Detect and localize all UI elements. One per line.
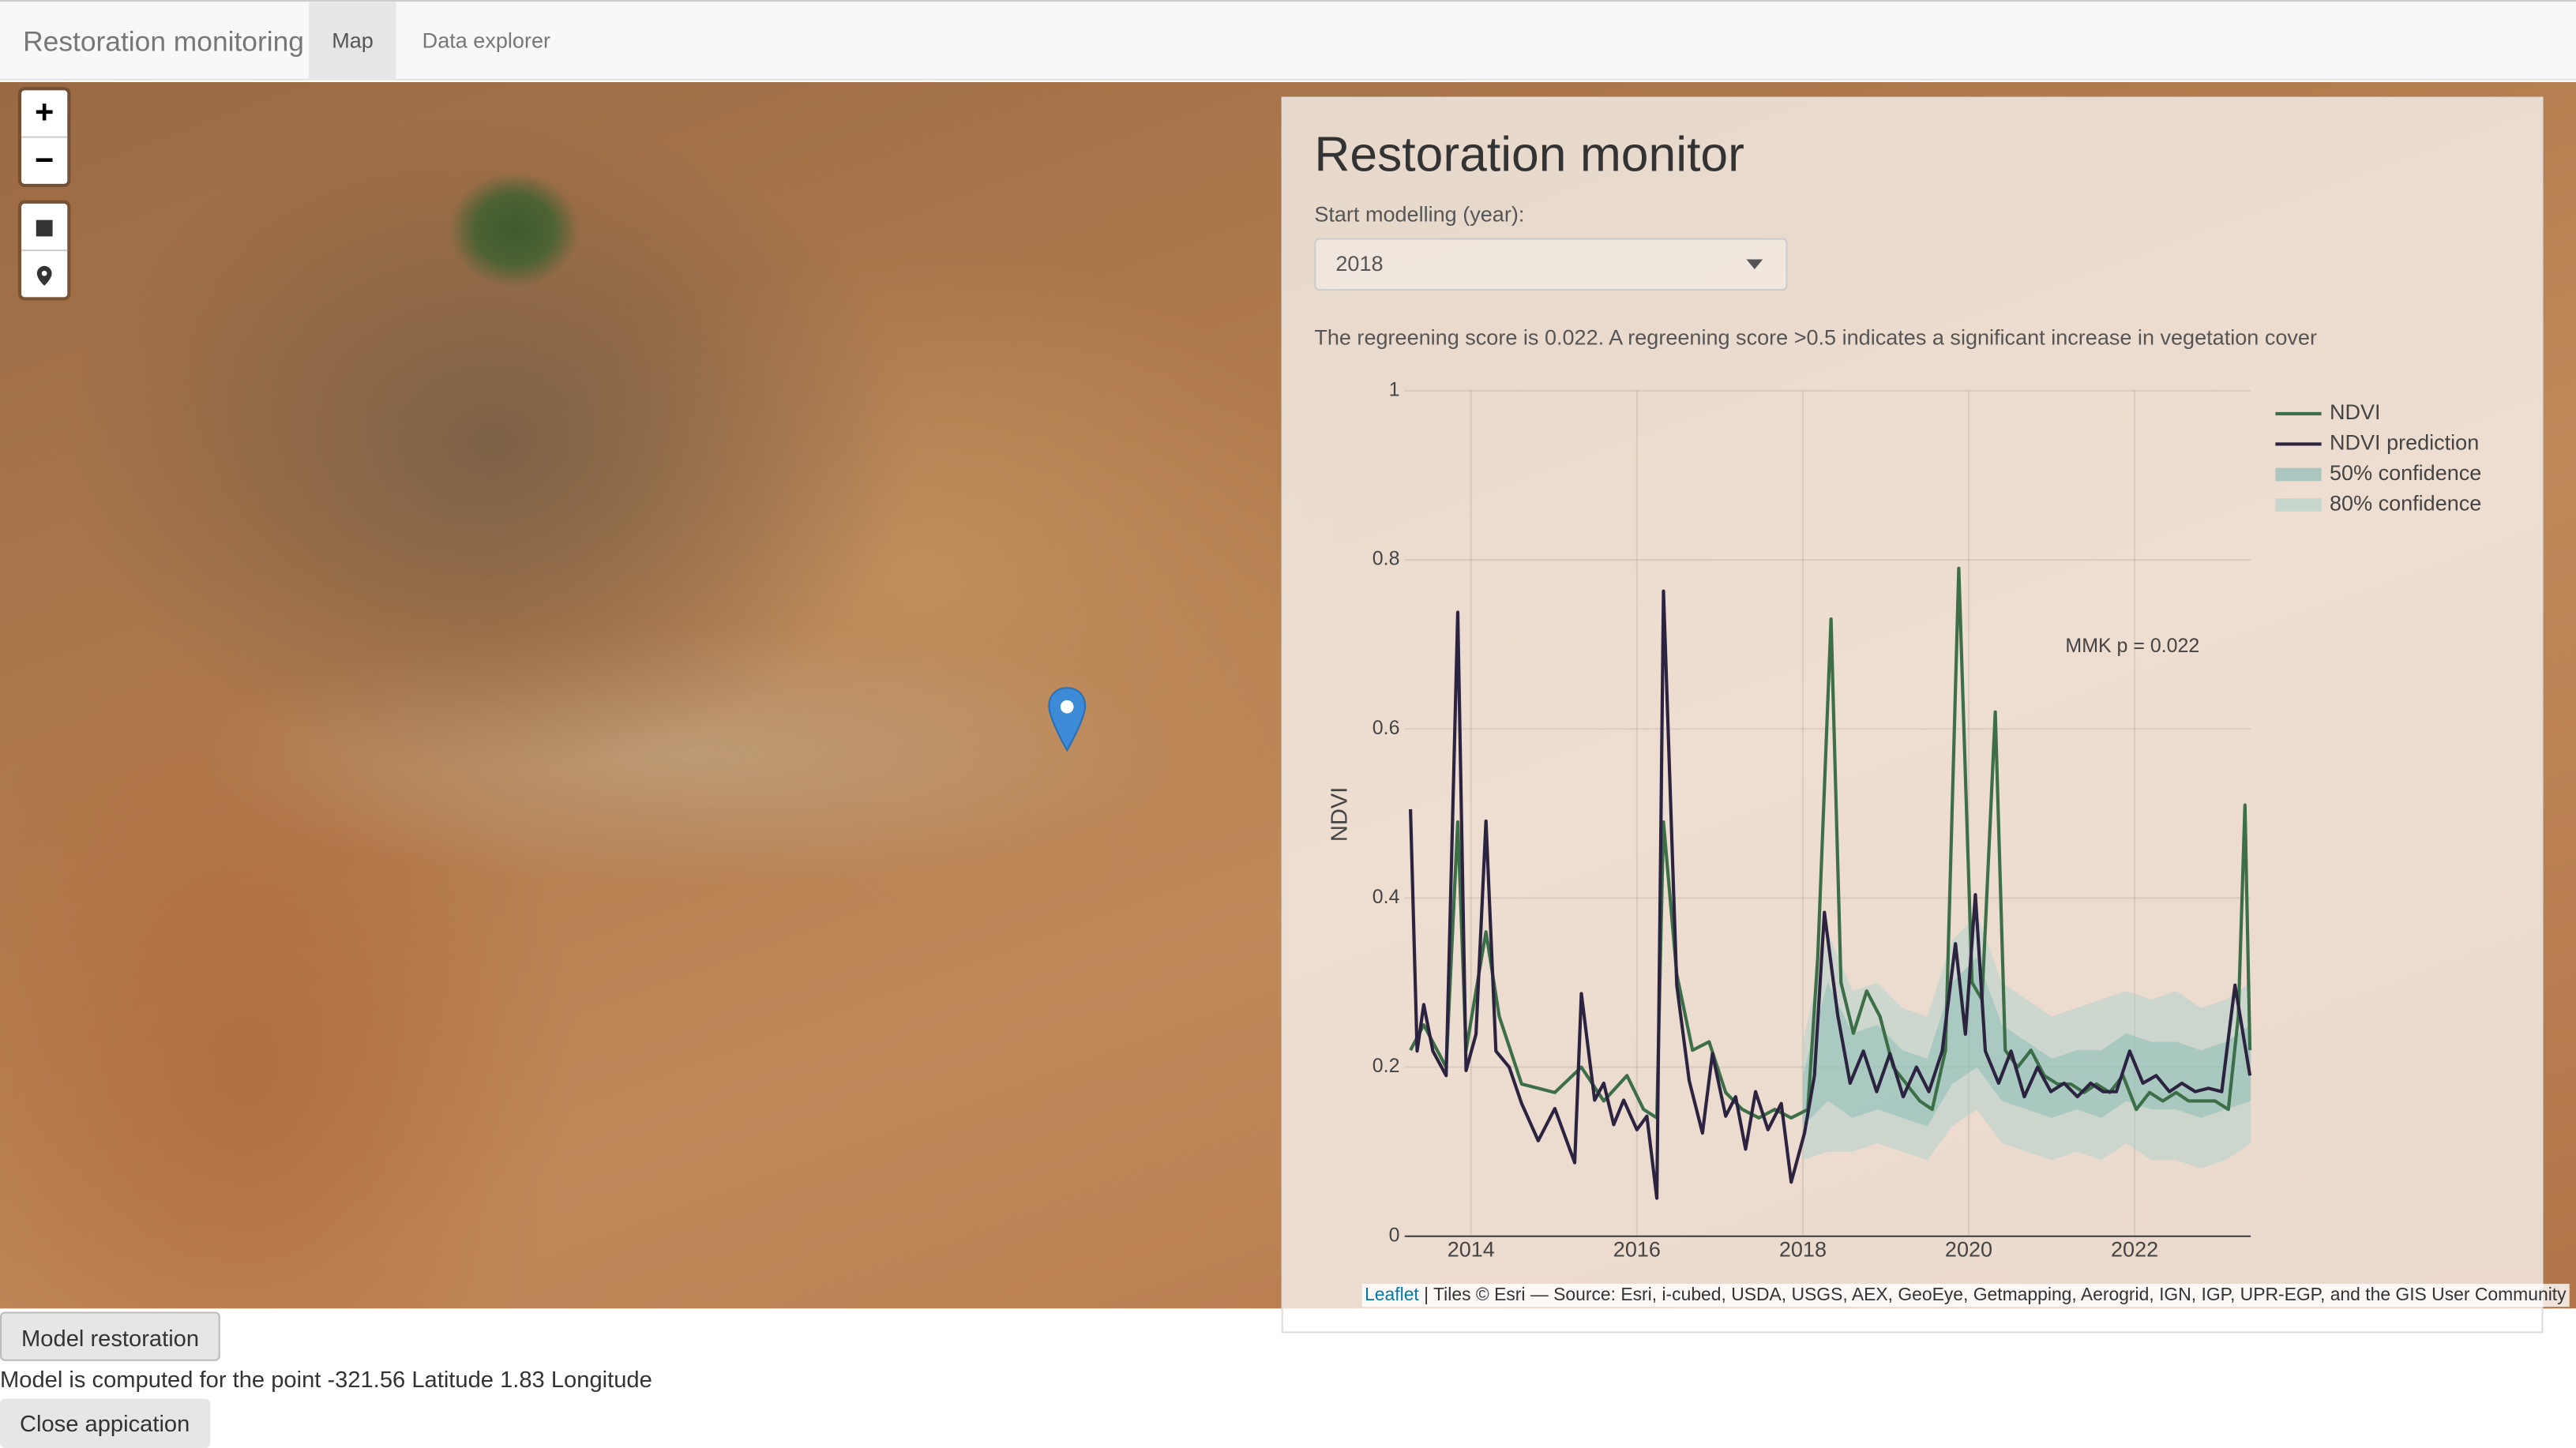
line	[1409, 566, 2252, 1120]
confidence-band	[1802, 957, 2251, 1127]
nav-tab[interactable]: Map	[309, 2, 396, 81]
draw-rectangle[interactable]	[21, 204, 68, 252]
model-button[interactable]: Model restoration	[0, 1311, 221, 1361]
legend-label: 50% confidence	[2330, 461, 2481, 485]
close-button[interactable]: Close appication	[0, 1398, 210, 1448]
status-text: Model is computed for the point -321.56 …	[0, 1366, 652, 1393]
y-tick-label: 0.8	[1372, 548, 1400, 570]
draw-marker[interactable]	[21, 251, 67, 297]
zoom-in[interactable]: +	[21, 90, 68, 138]
y-tick-label: 0.4	[1372, 886, 1400, 908]
y-tick-label: 0	[1389, 1224, 1400, 1246]
y-tick-label: 0.6	[1372, 717, 1400, 739]
score-text: The regreening score is 0.022. A regreen…	[1314, 324, 2317, 350]
y-tick-label: 0.2	[1372, 1055, 1400, 1077]
x-tick-label: 2018	[1779, 1238, 1827, 1262]
line	[1409, 589, 2252, 1200]
select-value: 2018	[1335, 251, 1384, 276]
zoom-control: + −	[17, 87, 71, 188]
legend-swatch	[2275, 467, 2322, 482]
side-panel	[1281, 96, 2544, 1334]
select-label: Start modelling (year):	[1314, 201, 1525, 227]
x-tick-label: 2022	[2111, 1238, 2158, 1262]
legend-label: 80% confidence	[2330, 492, 2481, 516]
draw-toolbar	[17, 200, 71, 301]
attribution: Leaflet | Tiles © Esri — Source: Esri, i…	[1361, 1284, 2570, 1307]
navbar: Restoration monitoring Map Data explorer	[0, 0, 2576, 81]
legend-label: NDVI prediction	[2330, 431, 2479, 455]
x-tick-label: 2016	[1613, 1238, 1661, 1262]
chart: MMK p = 0.022 NDVI 0 0.2 0.4 0.6 0.8 1 2014 201…	[1327, 378, 2481, 1262]
attribution-text: | Tiles © Esri — Source: Esri, i-cubed, …	[1424, 1285, 2567, 1306]
y-tick-label: 1	[1389, 378, 1400, 400]
map-marker[interactable]	[1046, 686, 1087, 753]
y-axis-label: NDVI	[1327, 787, 1352, 842]
x-tick-label: 2020	[1945, 1238, 1992, 1262]
annotation: MMK p = 0.022	[2065, 635, 2199, 657]
legend-label: NDVI	[2330, 400, 2381, 424]
x-tick-label: 2014	[1448, 1238, 1495, 1262]
attribution-link[interactable]: Leaflet	[1365, 1285, 1419, 1306]
zoom-out[interactable]: −	[35, 142, 54, 179]
nav-tab[interactable]: Data explorer	[422, 28, 551, 53]
legend-swatch	[2275, 498, 2322, 512]
year-select[interactable]: 2018	[1314, 238, 1788, 291]
brand[interactable]: Restoration monitoring	[23, 26, 304, 58]
panel-title: Restoration monitor	[1314, 128, 1744, 182]
